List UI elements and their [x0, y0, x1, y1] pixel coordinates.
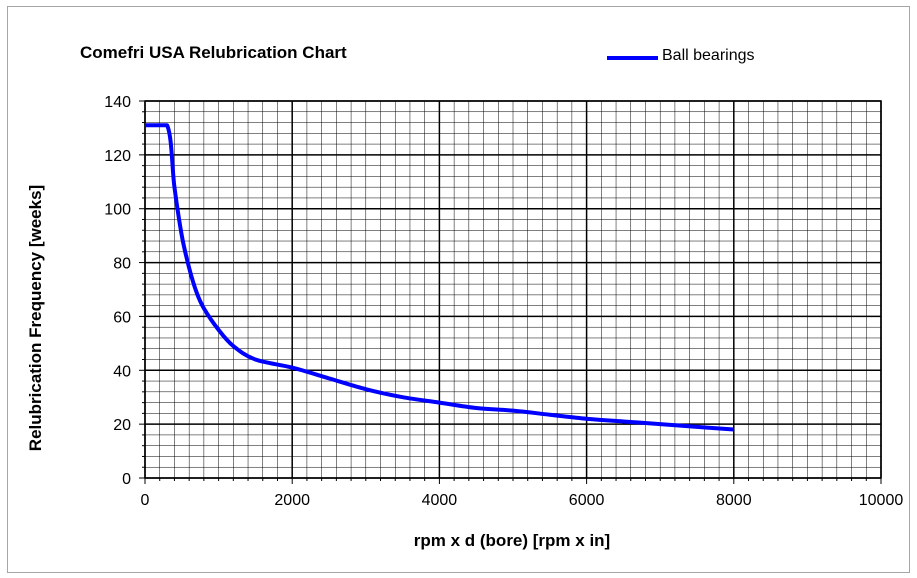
- x-tick-label: 6000: [569, 492, 605, 509]
- series-layer: [144, 123, 734, 432]
- y-tick-label: 120: [104, 148, 131, 165]
- y-tick-label: 140: [104, 94, 131, 111]
- y-tick-label: 80: [113, 256, 131, 273]
- y-tick-label: 0: [122, 471, 131, 488]
- y-tick-label: 20: [113, 417, 131, 434]
- series-line-ball-bearings: [145, 123, 734, 432]
- legend-label-ball-bearings: Ball bearings: [662, 47, 755, 64]
- x-tick-label: 8000: [716, 492, 752, 509]
- minor-grid: [145, 101, 881, 478]
- axis-ticks: [139, 100, 882, 484]
- tick-labels: 0 2000 4000 6000 8000 10000 0 20 40 60 80 100 120 140: [104, 94, 903, 509]
- x-tick-label: 10000: [859, 492, 904, 509]
- y-tick-label: 60: [113, 309, 131, 326]
- x-tick-label: 4000: [422, 492, 458, 509]
- y-tick-label: 40: [113, 363, 131, 380]
- legend-swatch-ball-bearings: [607, 56, 658, 60]
- x-tick-label: 2000: [274, 492, 310, 509]
- x-axis-label: rpm x d (bore) [rpm x in]: [413, 531, 611, 550]
- y-tick-label: 100: [104, 202, 131, 219]
- y-axis-label: Relubrication Frequency [weeks]: [26, 184, 45, 452]
- chart-title: Comefri USA Relubrication Chart: [80, 43, 347, 62]
- x-tick-label: 0: [141, 492, 150, 509]
